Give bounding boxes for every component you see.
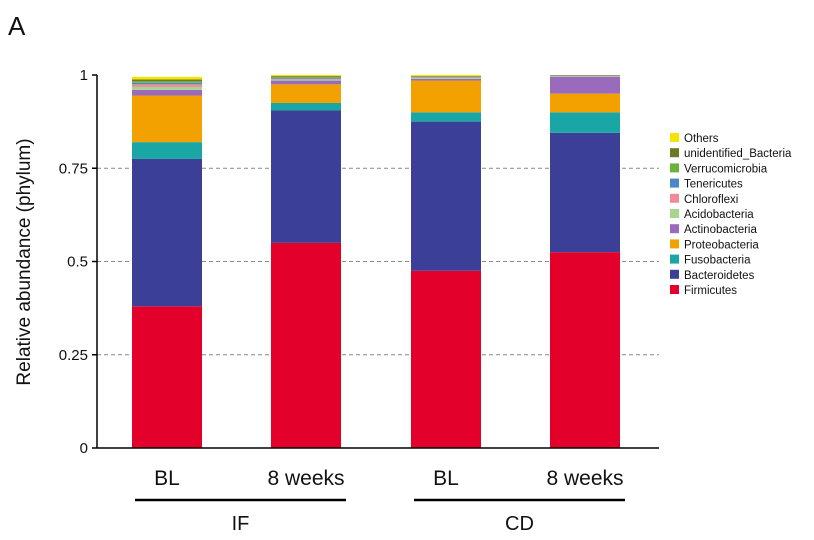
bar-segment	[550, 76, 620, 94]
bar-segment	[411, 77, 481, 79]
bar-segment	[411, 80, 481, 113]
x-category-label: BL	[433, 467, 459, 490]
x-category-labels: BL 8 weeks BL 8 weeks	[154, 467, 623, 490]
bar-segment	[550, 132, 620, 253]
bar-segment	[132, 306, 202, 448]
legend-label: Verrucomicrobia	[684, 163, 768, 175]
bar-segment	[271, 242, 341, 448]
bar-segment	[132, 82, 202, 85]
y-tick-label: 0.75	[59, 160, 88, 177]
x-category-label: BL	[154, 467, 180, 490]
legend-swatch	[670, 209, 679, 218]
bar-segment	[411, 76, 481, 77]
legend-swatch	[670, 224, 679, 234]
bar-segment	[271, 79, 341, 81]
bar-segment	[132, 89, 202, 96]
bar-segment	[132, 84, 202, 87]
bar-segment	[271, 76, 341, 78]
legend-label: Proteobacteria	[684, 239, 759, 251]
legend-label: Chloroflexi	[684, 194, 738, 206]
bar-segment	[550, 112, 620, 133]
bar-segment	[271, 110, 341, 243]
legend: Others unidentified_Bacteria Verrucomicrob…	[670, 133, 792, 297]
bar-segment	[132, 86, 202, 90]
legend-swatch	[670, 163, 679, 173]
y-tick-label: 0.5	[67, 254, 88, 271]
bar-segment	[411, 112, 481, 122]
y-tick-label: 0	[80, 440, 88, 457]
bar-segment	[550, 252, 620, 448]
legend-label: Fusobacteria	[684, 255, 751, 267]
bar-segment	[550, 93, 620, 113]
group-label: CD	[505, 513, 534, 535]
bar-segment	[271, 77, 341, 78]
bar-segment	[411, 270, 481, 448]
bar-segment	[132, 158, 202, 307]
bar-segment	[271, 84, 341, 103]
bar-segment	[132, 95, 202, 143]
legend-label: Firmicutes	[684, 285, 737, 297]
y-tick-label: 0.25	[59, 347, 88, 364]
bar-segment	[271, 75, 341, 77]
bar-segment	[271, 77, 341, 79]
legend-label: Bacteroidetes	[684, 270, 755, 282]
x-category-label: 8 weeks	[267, 467, 344, 490]
bar-segment	[132, 76, 202, 80]
bar-segment	[271, 80, 341, 85]
y-ticks: 0 0.25 0.5 0.75 1	[59, 67, 97, 457]
legend-swatch	[670, 285, 679, 294]
y-axis-label: Relative abundance (phylum)	[14, 138, 35, 385]
panel-label: A	[8, 11, 26, 41]
group-label: IF	[232, 513, 250, 535]
group-labels: IF CD	[135, 498, 625, 535]
bar-segment	[132, 81, 202, 83]
legend-swatch	[670, 148, 679, 158]
bar-segment	[271, 78, 341, 80]
legend-swatch	[670, 239, 679, 249]
legend-swatch	[670, 133, 679, 142]
legend-swatch	[670, 269, 679, 279]
legend-swatch	[670, 254, 679, 264]
bars-layer	[132, 75, 620, 448]
bar-segment	[411, 121, 481, 271]
bar-segment	[132, 142, 202, 159]
legend-label: Acidobacteria	[684, 209, 754, 221]
legend-label: Actinobacteria	[684, 224, 757, 236]
bar-segment	[411, 75, 481, 77]
legend-label: unidentified_Bacteria	[684, 148, 792, 160]
y-tick-label: 1	[80, 67, 88, 84]
bar-segment	[271, 102, 341, 111]
legend-swatch	[670, 178, 679, 188]
legend-label: Tenericutes	[684, 179, 743, 191]
x-category-label: 8 weeks	[546, 467, 623, 490]
bar-segment	[132, 79, 202, 82]
bar-segment	[411, 78, 481, 81]
legend-label: Others	[684, 133, 719, 145]
legend-swatch	[670, 193, 679, 203]
